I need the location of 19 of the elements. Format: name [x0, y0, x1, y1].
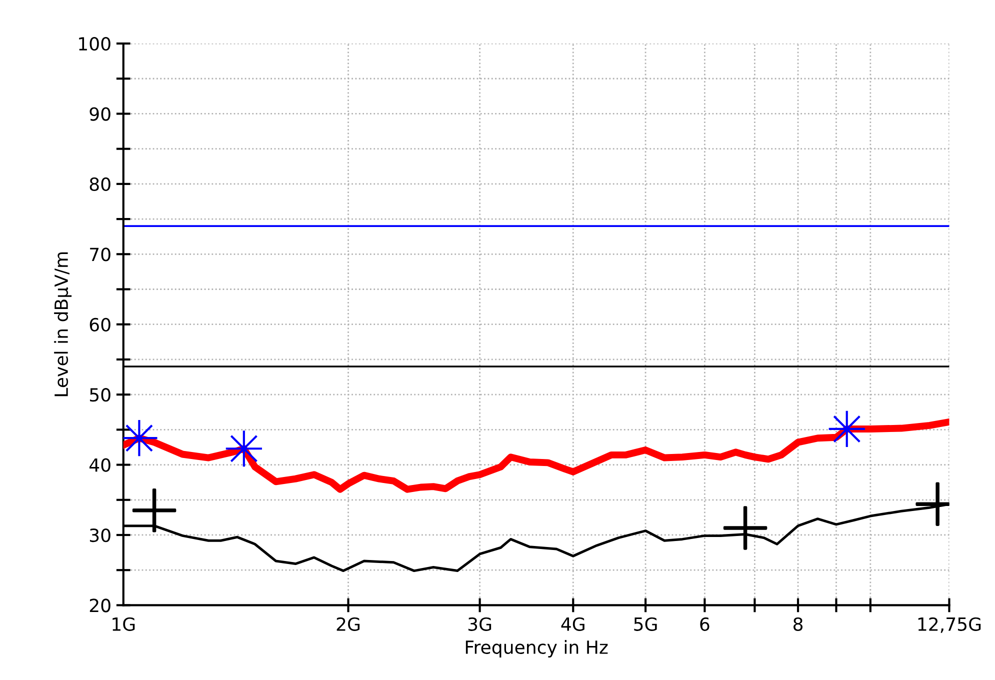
x-tick-label: 6 — [700, 617, 710, 631]
y-tick-label: 70 — [90, 248, 110, 262]
x-tick-label: 2G — [336, 617, 360, 631]
y-tick-label: 60 — [90, 318, 110, 332]
x-tick-label: 4G — [561, 617, 584, 631]
y-tick-label: 50 — [90, 388, 110, 402]
x-tick-label: 5G — [634, 617, 657, 631]
y-tick-label: 30 — [90, 528, 110, 542]
x-tick-label: 12,75G — [918, 617, 981, 633]
y-axis-title: Level in dBµV/m — [54, 252, 72, 396]
x-axis-title: Frequency in Hz — [466, 640, 608, 658]
y-tick-label: 40 — [89, 458, 110, 472]
y-tick-label: 80 — [90, 177, 110, 192]
y-tick-label: 100 — [79, 36, 110, 51]
y-tick-label: 90 — [90, 107, 110, 121]
x-tick-label: 3G — [468, 617, 492, 631]
x-tick-label: 1G — [112, 617, 135, 631]
y-tick-label: 20 — [90, 598, 110, 612]
x-tick-label: 8 — [793, 617, 803, 631]
